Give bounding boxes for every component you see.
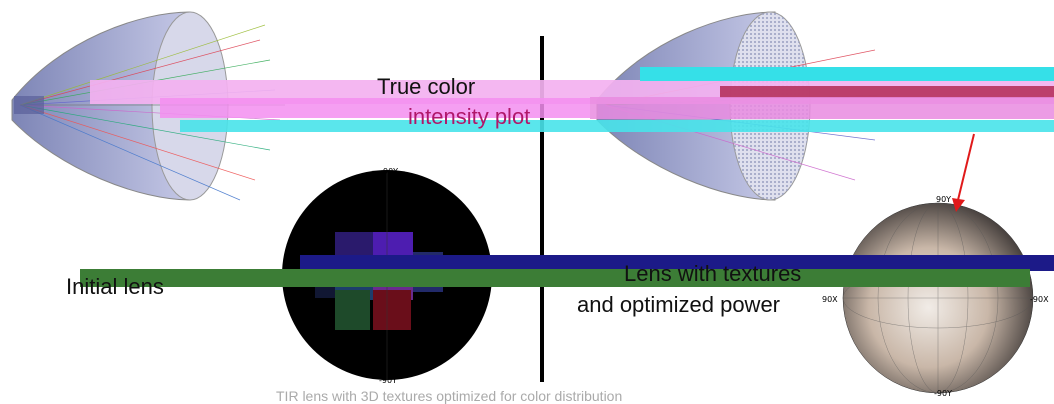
pointer-arrow bbox=[952, 133, 975, 212]
right-caption-line2: and optimized power bbox=[577, 292, 781, 317]
right-caption-line1: Lens with textures bbox=[624, 261, 802, 286]
true-color-title-line1: True color bbox=[377, 74, 476, 99]
initial-lens-caption: Initial lens bbox=[66, 274, 164, 299]
artifact-band-magenta-2 bbox=[160, 98, 590, 118]
svg-text:90Y: 90Y bbox=[936, 195, 951, 204]
artifact-band-darkred bbox=[720, 86, 1054, 98]
right-intensity-plot: 90Y -90Y 90X -90X bbox=[822, 195, 1049, 398]
artifact-band-green bbox=[80, 269, 1030, 287]
svg-text:90X: 90X bbox=[822, 295, 838, 304]
svg-text:-90X: -90X bbox=[1030, 295, 1049, 304]
artifact-band-cyan-2 bbox=[180, 120, 1054, 132]
tick-90y: 90Y bbox=[383, 167, 398, 176]
tick-minus-90y: -90Y bbox=[379, 376, 397, 385]
footer-caption: TIR lens with 3D textures optimized for … bbox=[276, 388, 623, 404]
artifact-band-pink bbox=[590, 97, 1054, 119]
true-color-title-line2: intensity plot bbox=[408, 104, 531, 129]
svg-text:-90Y: -90Y bbox=[934, 389, 952, 398]
left-lens-illustration bbox=[11, 11, 285, 201]
artifact-band-navy bbox=[300, 255, 1054, 271]
panel-divider bbox=[540, 36, 544, 382]
artifact-band-cyan bbox=[640, 67, 1054, 81]
